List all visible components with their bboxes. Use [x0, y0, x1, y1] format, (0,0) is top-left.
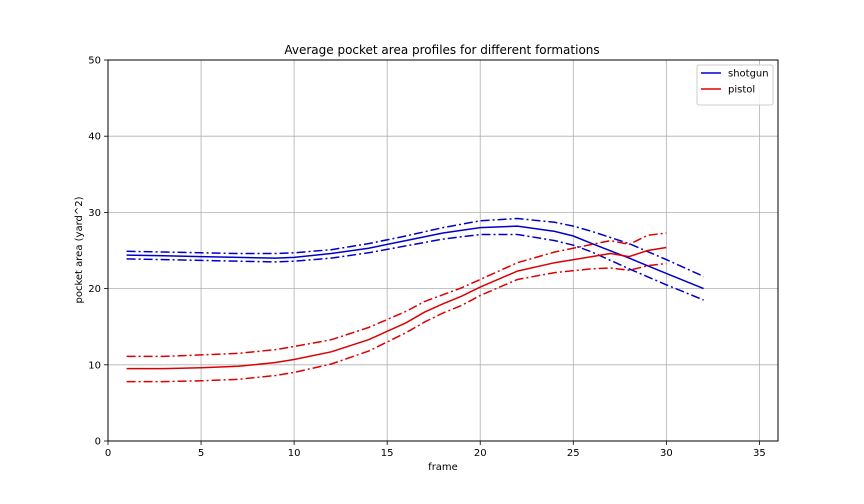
x-tick-label: 25: [567, 448, 580, 459]
series-line-0: [126, 225, 704, 290]
ticks: 0 5 10 15 20 25 30 35 0 10 20 30 40 50: [88, 56, 765, 460]
series-line-5: [126, 262, 667, 383]
series-line-2: [126, 233, 704, 301]
y-tick-label: 50: [88, 56, 101, 67]
y-tick-label: 10: [88, 360, 101, 371]
y-tick-label: 30: [88, 208, 101, 219]
legend-label: pistol: [728, 85, 755, 96]
y-tick-label: 0: [95, 437, 101, 448]
series-line-3: [126, 246, 667, 370]
x-tick-label: 20: [474, 448, 487, 459]
x-tick-label: 35: [753, 448, 766, 459]
legend: shotgun pistol: [696, 64, 774, 106]
plot-frame: [107, 59, 779, 442]
y-axis-label: pocket area (yard^2): [74, 196, 85, 303]
series-layer: [126, 217, 704, 383]
y-tick-label: 20: [88, 284, 101, 295]
chart-title: Average pocket area profiles for differe…: [284, 43, 599, 57]
x-tick-label: 10: [288, 448, 301, 459]
series-line-1: [126, 217, 704, 278]
x-tick-label: 30: [660, 448, 673, 459]
x-tick-label: 15: [381, 448, 394, 459]
legend-label: shotgun: [728, 69, 769, 80]
legend-box: [696, 64, 774, 106]
x-tick-label: 0: [105, 448, 111, 459]
series-line-4: [126, 232, 667, 358]
x-axis-label: frame: [428, 462, 458, 473]
y-tick-label: 40: [88, 132, 101, 143]
x-tick-label: 5: [198, 448, 204, 459]
grid: [107, 59, 778, 442]
